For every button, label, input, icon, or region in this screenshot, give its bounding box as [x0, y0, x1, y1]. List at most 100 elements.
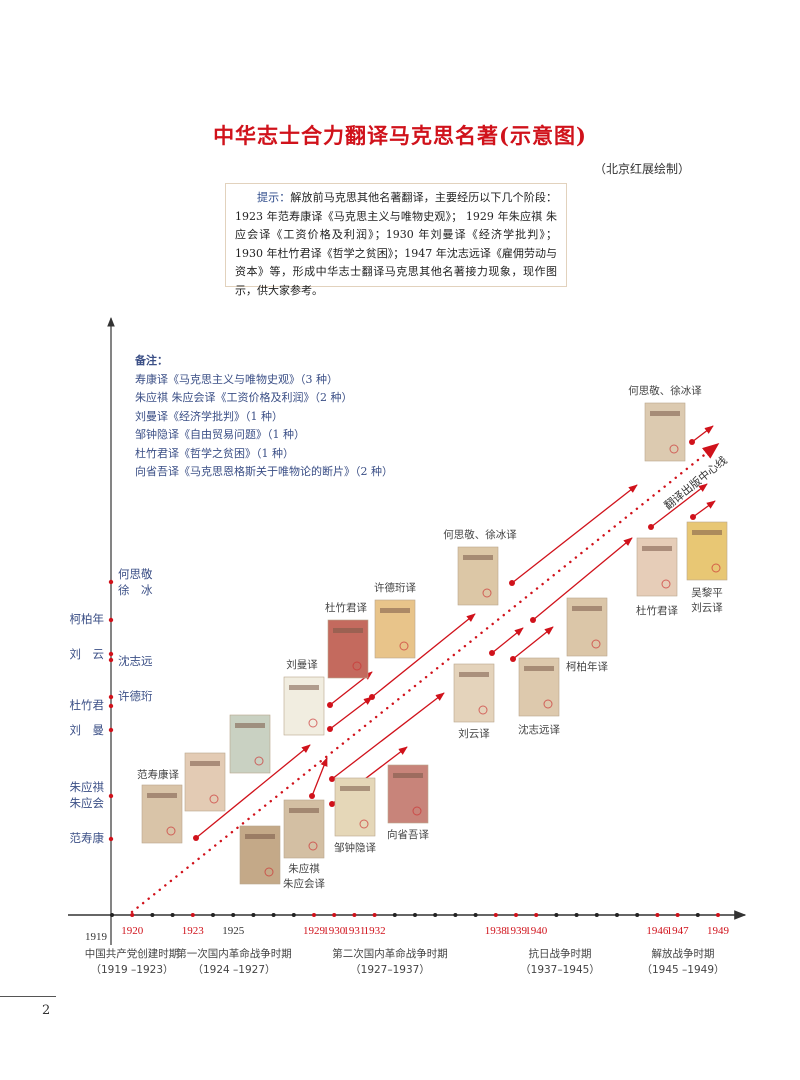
relay-start-dot [530, 617, 536, 623]
year-tick [251, 913, 256, 917]
translator-label: 刘 曼 [70, 723, 105, 737]
year-tick [473, 913, 478, 917]
year-tick [716, 913, 720, 917]
year-tick [413, 913, 417, 917]
y-axis-dot [108, 793, 114, 799]
book-title-band [289, 808, 319, 813]
relay-start-dot [309, 793, 315, 799]
book-title-band [147, 793, 177, 798]
center-line-label: 翻译出版中心线 [661, 453, 730, 512]
book-translator-label: 何思敬、徐冰译 [628, 384, 702, 397]
year-tick [352, 913, 357, 917]
book-translator-label: 吴黎平 [691, 586, 723, 599]
relay-arrow [511, 484, 638, 584]
y-axis-dot [108, 579, 114, 585]
hint-label: 提示： [257, 191, 291, 204]
book-title-band [393, 773, 423, 778]
y-axis-dot [108, 651, 114, 657]
library-stamp [669, 444, 679, 454]
year-tick [332, 913, 337, 917]
note-item: 邹钟隐译《自由贸易问题》（1 种） [135, 428, 305, 441]
period-name: 第一次国内革命战争时期 [176, 947, 292, 960]
year-label: 1947 [667, 925, 690, 937]
relay-arrow [692, 500, 716, 518]
year-tick [211, 913, 215, 917]
year-label: 1920 [121, 925, 144, 937]
year-tick [392, 913, 397, 917]
period-name: 第二次国内革命战争时期 [332, 947, 448, 960]
relay-start-dot [510, 656, 516, 662]
book-translator-label: 朱应祺 [288, 862, 320, 875]
year-tick [372, 913, 377, 917]
note-item: 朱应祺 朱应会译《工资价格及利润》（2 种） [135, 391, 353, 404]
hint-box: 提示：解放前马克思其他名著翻译，主要经历以下几个阶段：1923 年范寿康译《马克… [225, 183, 567, 297]
credit: （北京红展绘制） [593, 162, 690, 176]
notes: 备注： 寿康译《马克思主义与唯物史观》（3 种） 朱应祺 朱应会译《工资价格及利… [135, 352, 393, 482]
library-stamp [264, 867, 274, 877]
period-range: （1924 –1927） [192, 964, 275, 976]
relay-start-dot [489, 650, 495, 656]
year-label: 1929 [303, 925, 326, 937]
library-stamp [209, 794, 219, 804]
book-title-band [650, 411, 680, 416]
relay-start-dot [689, 439, 695, 445]
year-tick [574, 913, 579, 917]
period-name: 抗日战争时期 [529, 947, 592, 960]
translator-label: 柯柏年 [70, 612, 105, 626]
book-title-band [289, 685, 319, 690]
note-item: 寿康译《马克思主义与唯物史观》（3 种） [135, 372, 338, 386]
year-tick [554, 913, 559, 917]
year-tick [130, 913, 135, 917]
book-title-band [245, 834, 275, 839]
relay-arrow [532, 537, 633, 621]
year-label: 1925 [222, 925, 245, 937]
year-label: 1923 [182, 925, 205, 937]
year-label: 1919 [85, 931, 108, 943]
relay-arrow [195, 744, 311, 839]
period-name: 中国共产党创建时期 [85, 947, 180, 960]
year-tick [635, 913, 640, 917]
relay-start-dot [329, 776, 335, 782]
center-line [130, 442, 720, 914]
book-title-band [692, 530, 722, 535]
hint-text: 解放前马克思其他名著翻译，主要经历以下几个阶段：1923 年范寿康译《马克思主义… [235, 191, 558, 297]
book-title-band [380, 608, 410, 613]
book-title-band [524, 666, 554, 671]
relay-start-dot [369, 694, 375, 700]
book-translator-label: 朱应会译 [283, 877, 325, 890]
library-stamp [543, 699, 553, 709]
year-tick [615, 913, 619, 917]
translator-label: 朱应祺 [70, 780, 105, 794]
year-tick [594, 913, 599, 917]
translator-label: 许德珩 [118, 689, 153, 703]
library-stamp [591, 639, 601, 649]
translator-label: 朱应会 [70, 796, 105, 810]
note-item: 向省吾译《马克思恩格斯关于唯物论的断片》（2 种） [135, 465, 393, 478]
relay-start-dot [327, 726, 333, 732]
translator-label: 徐 冰 [118, 583, 153, 597]
y-axis-dot [108, 836, 114, 842]
translator-label: 何思敬 [118, 567, 153, 581]
year-tick [655, 913, 660, 917]
library-stamp [412, 806, 422, 816]
book-title-band [459, 672, 489, 677]
book-translator-label: 何思敬、徐冰译 [443, 528, 517, 541]
book-translator-label: 范寿康译 [137, 768, 179, 781]
translator-label: 刘 云 [70, 647, 105, 661]
book-translator-label: 沈志远译 [518, 723, 560, 736]
year-tick [271, 913, 276, 917]
period-range: （1945 –1949） [641, 964, 724, 976]
library-stamp [308, 718, 318, 728]
year-label: 1932 [364, 925, 386, 937]
y-axis-dot [108, 727, 114, 733]
book-title-band [572, 606, 602, 611]
relay-start-dot [690, 514, 696, 520]
relay-start-dot [193, 835, 199, 841]
year-label: 1940 [525, 925, 548, 937]
relay-arrow [691, 425, 714, 443]
year-tick [190, 913, 195, 917]
book-translator-label: 杜竹君译 [636, 604, 678, 617]
relay-arrow [331, 692, 445, 780]
library-stamp [399, 641, 409, 651]
